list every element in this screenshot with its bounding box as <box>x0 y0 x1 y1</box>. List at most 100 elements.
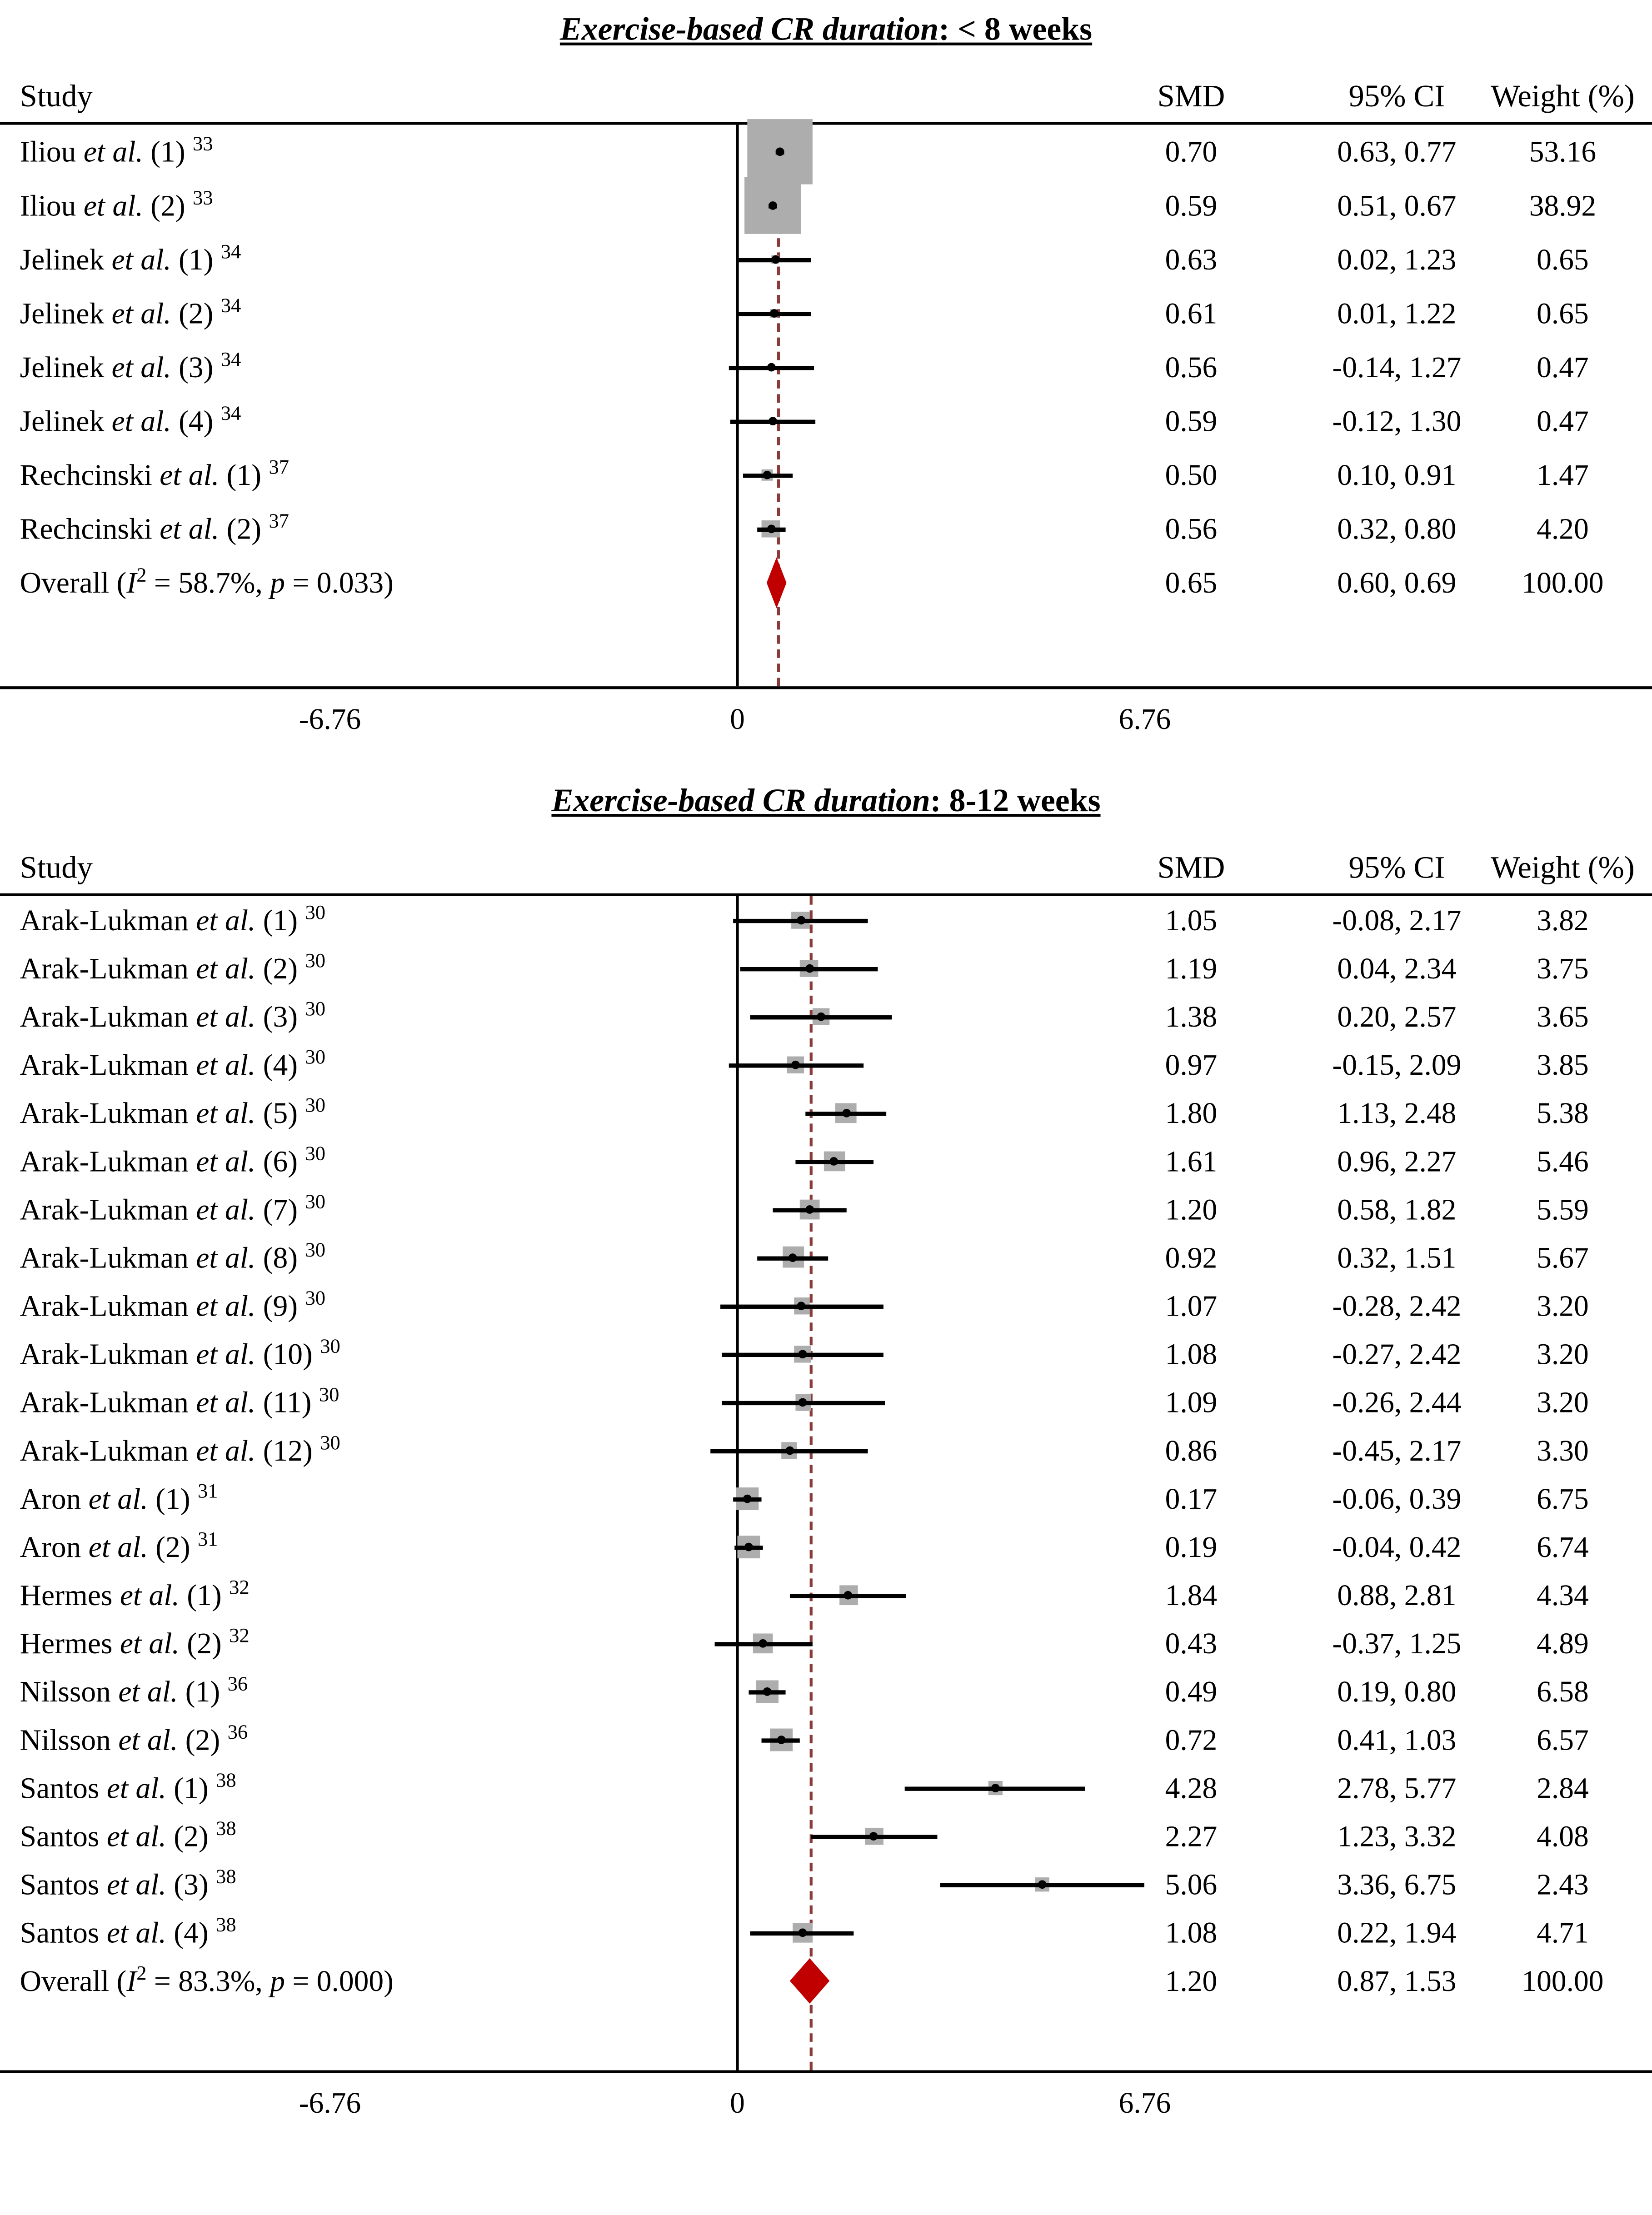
ci-value: 0.60, 0.69 <box>1337 565 1457 600</box>
effect-size-dot <box>804 964 814 973</box>
effect-size-dot <box>775 147 784 156</box>
ci-value: -0.28, 2.42 <box>1332 1289 1462 1323</box>
forest-row: Arak-Lukman et al. (3) 30 1.38 0.20, 2.57 3… <box>0 993 1652 1041</box>
effect-size-dot <box>763 1687 771 1696</box>
weight-value: 38.92 <box>1529 188 1597 223</box>
study-label: Jelinek et al. (1) 34 <box>20 241 241 277</box>
ci-value: -0.12, 1.30 <box>1332 404 1462 439</box>
axis-tick-label: 6.76 <box>1118 2085 1171 2120</box>
study-label: Rechcinski et al. (1) 37 <box>20 456 289 492</box>
ci-value: 0.41, 1.03 <box>1337 1723 1457 1757</box>
effect-size-dot <box>796 916 805 925</box>
study-label: Aron et al. (2) 31 <box>20 1528 218 1564</box>
forest-row: Jelinek et al. (3) 34 0.56 -0.14, 1.27 0.47 <box>0 340 1652 394</box>
effect-size-dot <box>798 1302 806 1311</box>
ci-value: 1.13, 2.48 <box>1337 1096 1457 1130</box>
ci-value: -0.06, 0.39 <box>1332 1482 1462 1516</box>
x-axis: -6.76 0 6.76 <box>0 2070 1652 2141</box>
effect-size-dot <box>805 1205 814 1214</box>
study-label: Arak-Lukman et al. (10) 30 <box>20 1336 340 1372</box>
overall-estimate-dashed-line <box>809 896 813 2070</box>
panel-cr-duration-lt-8-weeks: Exercise-based CR duration: < 8 weeks St… <box>0 0 1652 757</box>
smd-value: 0.43 <box>1165 1626 1218 1661</box>
study-label: Arak-Lukman et al. (5) 30 <box>20 1094 326 1130</box>
col-header-weight: Weight (%) <box>1491 78 1635 114</box>
effect-size-dot <box>767 524 776 534</box>
forest-row: Arak-Lukman et al. (2) 30 1.19 0.04, 2.34 3… <box>0 944 1652 993</box>
weight-value: 5.67 <box>1537 1241 1589 1275</box>
study-label: Overall (I2 = 83.3%, p = 0.000) <box>20 1962 394 1998</box>
study-label: Santos et al. (2) 38 <box>20 1818 236 1854</box>
study-label: Hermes et al. (2) 32 <box>20 1625 250 1661</box>
study-label: Arak-Lukman et al. (6) 30 <box>20 1142 326 1178</box>
ci-value: 0.58, 1.82 <box>1337 1192 1457 1227</box>
smd-value: 1.08 <box>1165 1916 1218 1950</box>
smd-value: 0.17 <box>1165 1482 1218 1516</box>
smd-value: 0.56 <box>1165 350 1218 384</box>
smd-value: 0.63 <box>1165 242 1218 277</box>
smd-value: 0.56 <box>1165 512 1218 546</box>
smd-value: 0.72 <box>1165 1723 1218 1757</box>
smd-value: 5.06 <box>1165 1867 1218 1902</box>
effect-size-dot <box>771 255 780 264</box>
forest-row: Arak-Lukman et al. (4) 30 0.97 -0.15, 2.09… <box>0 1041 1652 1089</box>
overall-row: Overall (I2 = 58.7%, p = 0.033) 0.65 0.60,… <box>0 556 1652 610</box>
col-header-smd: SMD <box>1157 78 1225 114</box>
weight-value: 6.57 <box>1537 1723 1589 1757</box>
ci-value: -0.15, 2.09 <box>1332 1048 1462 1082</box>
effect-size-dot <box>789 1253 797 1262</box>
study-label: Jelinek et al. (4) 34 <box>20 403 241 439</box>
weight-value: 3.20 <box>1537 1289 1589 1323</box>
smd-value: 0.97 <box>1165 1048 1218 1082</box>
plot-rows: Iliou et al. (1) 33 0.70 0.63, 0.77 53.16 Il… <box>0 119 1652 687</box>
forest-row: Arak-Lukman et al. (10) 30 1.08 -0.27, 2.4… <box>0 1330 1652 1378</box>
column-headers: Study SMD 95% CI Weight (%) <box>0 828 1652 896</box>
smd-value: 0.59 <box>1165 188 1218 223</box>
effect-size-dot <box>791 1060 800 1069</box>
smd-value: 0.59 <box>1165 404 1218 439</box>
ci-value: 0.63, 0.77 <box>1337 135 1457 169</box>
effect-size-dot <box>763 470 772 479</box>
ci-value: 0.19, 0.80 <box>1337 1674 1457 1709</box>
smd-value: 1.07 <box>1165 1289 1218 1323</box>
weight-value: 4.08 <box>1537 1819 1589 1854</box>
overall-estimate-dashed-line <box>776 125 779 687</box>
weight-value: 3.82 <box>1537 903 1589 938</box>
axis-tick-label: 0 <box>730 702 745 736</box>
smd-value: 1.20 <box>1165 1192 1218 1227</box>
effect-size-dot <box>816 1012 825 1021</box>
weight-value: 0.47 <box>1537 350 1589 384</box>
weight-value: 3.30 <box>1537 1433 1589 1468</box>
smd-value: 1.08 <box>1165 1337 1218 1372</box>
forest-row: Rechcinski et al. (2) 37 0.56 0.32, 0.80 4.… <box>0 502 1652 556</box>
effect-size-dot <box>798 1350 807 1359</box>
forest-row: Santos et al. (2) 38 2.27 1.23, 3.32 4.08 <box>0 1812 1652 1861</box>
panel-title-emphasis: Exercise-based CR duration <box>559 11 939 47</box>
smd-value: 1.20 <box>1165 1964 1218 1998</box>
panel-cr-duration-8-12-weeks: Exercise-based CR duration: 8-12 weeks S… <box>0 771 1652 2141</box>
ci-value: 0.51, 0.67 <box>1337 188 1457 223</box>
weight-value: 6.74 <box>1537 1530 1589 1564</box>
ci-value: -0.08, 2.17 <box>1332 903 1462 938</box>
forest-row: Arak-Lukman et al. (8) 30 0.92 0.32, 1.51 5… <box>0 1234 1652 1282</box>
forest-row: Jelinek et al. (4) 34 0.59 -0.12, 1.30 0.47 <box>0 394 1652 448</box>
effect-size-dot <box>744 1542 754 1551</box>
forest-row: Hermes et al. (1) 32 1.84 0.88, 2.81 4.34 <box>0 1571 1652 1619</box>
study-label: Arak-Lukman et al. (12) 30 <box>20 1432 340 1468</box>
smd-value: 4.28 <box>1165 1771 1218 1806</box>
study-label: Santos et al. (1) 38 <box>20 1770 236 1806</box>
study-label: Arak-Lukman et al. (7) 30 <box>20 1191 326 1227</box>
effect-size-dot <box>844 1591 853 1600</box>
smd-value: 1.80 <box>1165 1096 1218 1130</box>
smd-value: 2.27 <box>1165 1819 1218 1854</box>
weight-value: 0.65 <box>1537 296 1589 331</box>
ci-value: 0.96, 2.27 <box>1337 1144 1457 1178</box>
smd-value: 0.86 <box>1165 1433 1218 1468</box>
effect-size-dot <box>743 1494 752 1503</box>
smd-value: 0.70 <box>1165 135 1218 169</box>
weight-value: 5.46 <box>1537 1144 1589 1178</box>
effect-size-dot <box>870 1832 878 1841</box>
forest-row: Iliou et al. (2) 33 0.59 0.51, 0.67 38.92 <box>0 178 1652 234</box>
forest-row: Arak-Lukman et al. (7) 30 1.20 0.58, 1.82 5… <box>0 1185 1652 1233</box>
study-label: Overall (I2 = 58.7%, p = 0.033) <box>20 564 394 600</box>
